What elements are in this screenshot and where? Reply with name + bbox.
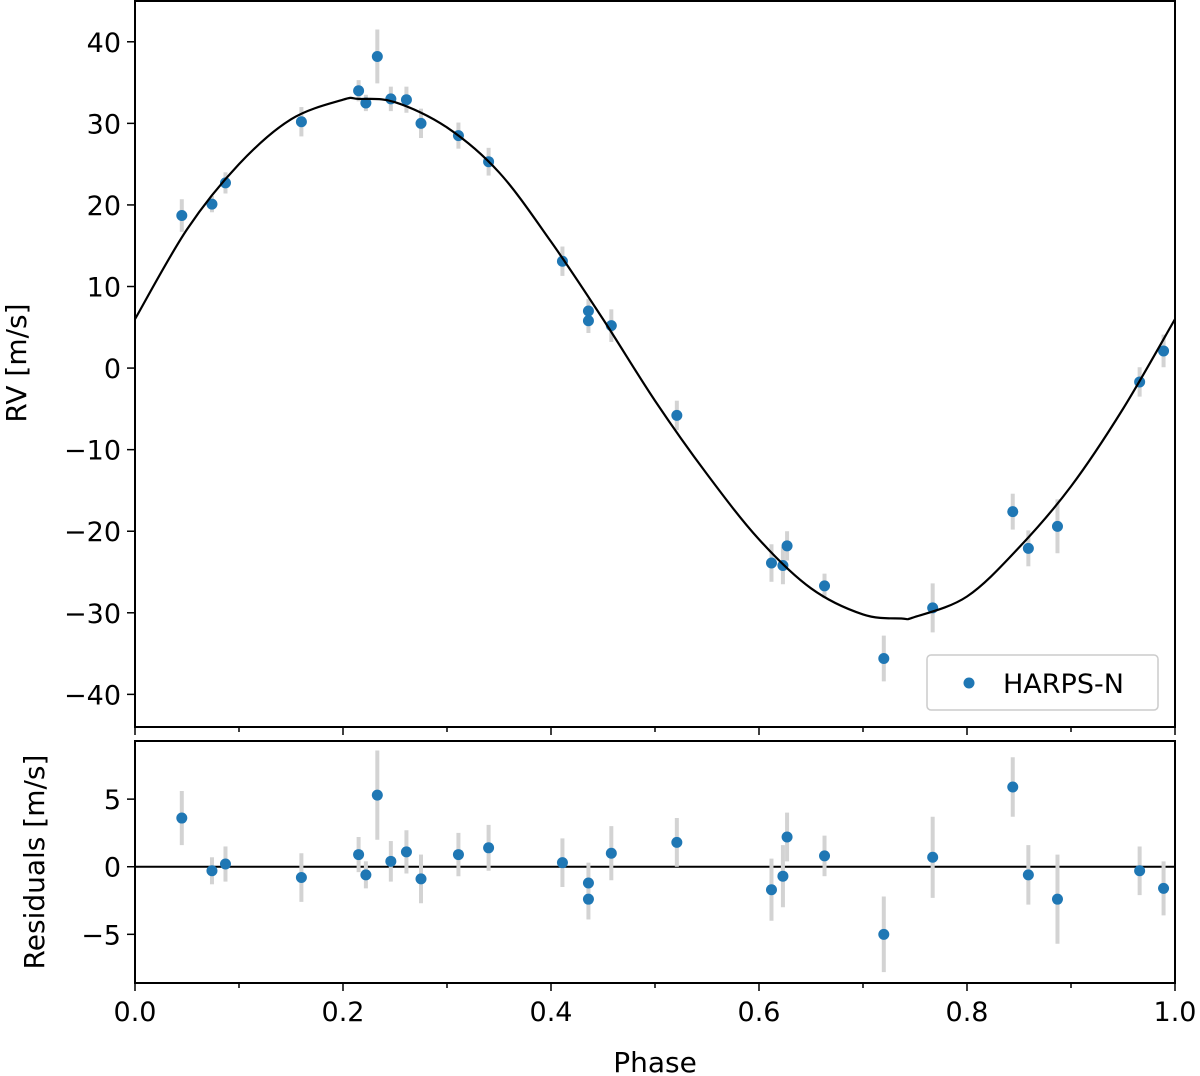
residual-data-point [819, 850, 831, 862]
y-tick-label: −30 [64, 599, 121, 630]
rv-panel: −40 −30 −20 −10 0 10 20 30 40 [64, 0, 1176, 735]
rv-data-point [1158, 345, 1170, 357]
residual-data-point [452, 849, 464, 861]
rv-data-point [582, 315, 594, 327]
residual-data-point [1158, 882, 1170, 894]
residual-data-point [781, 831, 793, 843]
residual-data-point [360, 869, 372, 881]
y-tick-label: −10 [64, 436, 121, 467]
legend-box [926, 654, 1159, 711]
residual-data-point [295, 872, 307, 884]
residual-data-point [605, 847, 617, 859]
residual-data-point [371, 789, 383, 801]
rv-data-point [671, 409, 683, 421]
residual-data-point [1022, 869, 1034, 881]
residual-data-point [878, 928, 890, 940]
residuals-panel: 0.0 0.2 0.4 0.6 0.8 1.0 −5 0 5 [81, 740, 1197, 1028]
plot-frame [134, 0, 1176, 728]
rv-data-point [371, 50, 383, 62]
y-tick-label: 30 [87, 109, 121, 140]
rv-data-point [219, 177, 231, 189]
rv-data-point [295, 116, 307, 128]
y-tick-label: 0 [104, 853, 121, 884]
y-axis-label-residuals: Residuals [m/s] [18, 755, 51, 970]
rv-data-point [400, 94, 412, 106]
residual-data-point [927, 851, 939, 863]
rv-data-point [176, 210, 188, 222]
rv-data-point [765, 557, 777, 569]
residual-data-point [777, 870, 789, 882]
rv-data-point [206, 198, 218, 210]
residual-data-point [765, 884, 777, 896]
x-tick-label: 0.6 [738, 997, 781, 1028]
residual-data-point [1051, 893, 1063, 905]
y-tick-label: 5 [104, 785, 121, 816]
rv-data-point [582, 305, 594, 317]
y-tick-label: 10 [87, 273, 121, 304]
y-tick-label: 40 [87, 28, 121, 59]
legend: HARPS-N [926, 654, 1159, 711]
residual-data-point [415, 873, 427, 885]
residual-data-point [385, 855, 397, 867]
residual-data-point [1134, 865, 1146, 877]
x-tick-label: 0.8 [946, 997, 989, 1028]
rv-data-point [353, 85, 365, 97]
residual-data-point [582, 877, 594, 889]
rv-data-point [878, 652, 890, 664]
y-tick-label: 20 [87, 191, 121, 222]
residual-data-point [353, 849, 365, 861]
legend-marker [963, 677, 975, 689]
rv-data-point [781, 540, 793, 552]
x-tick-label: 0.4 [530, 997, 573, 1028]
x-tick-label: 0.2 [322, 997, 365, 1028]
residual-data-point [1007, 781, 1019, 793]
residual-data-point [400, 846, 412, 858]
y-tick-label: −5 [81, 920, 121, 951]
residual-data-point [582, 893, 594, 905]
x-tick-label: 1.0 [1154, 997, 1197, 1028]
rv-data-point [415, 117, 427, 129]
rv-data-point [1022, 542, 1034, 554]
x-tick-label: 0.0 [114, 997, 157, 1028]
rv-data-point [1007, 506, 1019, 518]
rv-data-point [1051, 520, 1063, 532]
residual-data-point [219, 858, 231, 870]
y-axis-label-rv: RV [m/s] [0, 303, 33, 422]
model-curve [134, 96, 1176, 621]
legend-label: HARPS-N [1003, 669, 1124, 700]
residual-data-point [483, 842, 495, 854]
x-axis-label: Phase [613, 1046, 697, 1076]
y-tick-label: 0 [104, 354, 121, 385]
rv-data-point [819, 580, 831, 592]
residual-data-point [556, 857, 568, 869]
plot-frame [134, 740, 1176, 984]
residual-data-point [671, 836, 683, 848]
rv-data-point [360, 97, 372, 109]
residual-data-point [176, 812, 188, 824]
y-tick-label: −40 [64, 680, 121, 711]
y-tick-label: −20 [64, 517, 121, 548]
residual-data-point [206, 865, 218, 877]
